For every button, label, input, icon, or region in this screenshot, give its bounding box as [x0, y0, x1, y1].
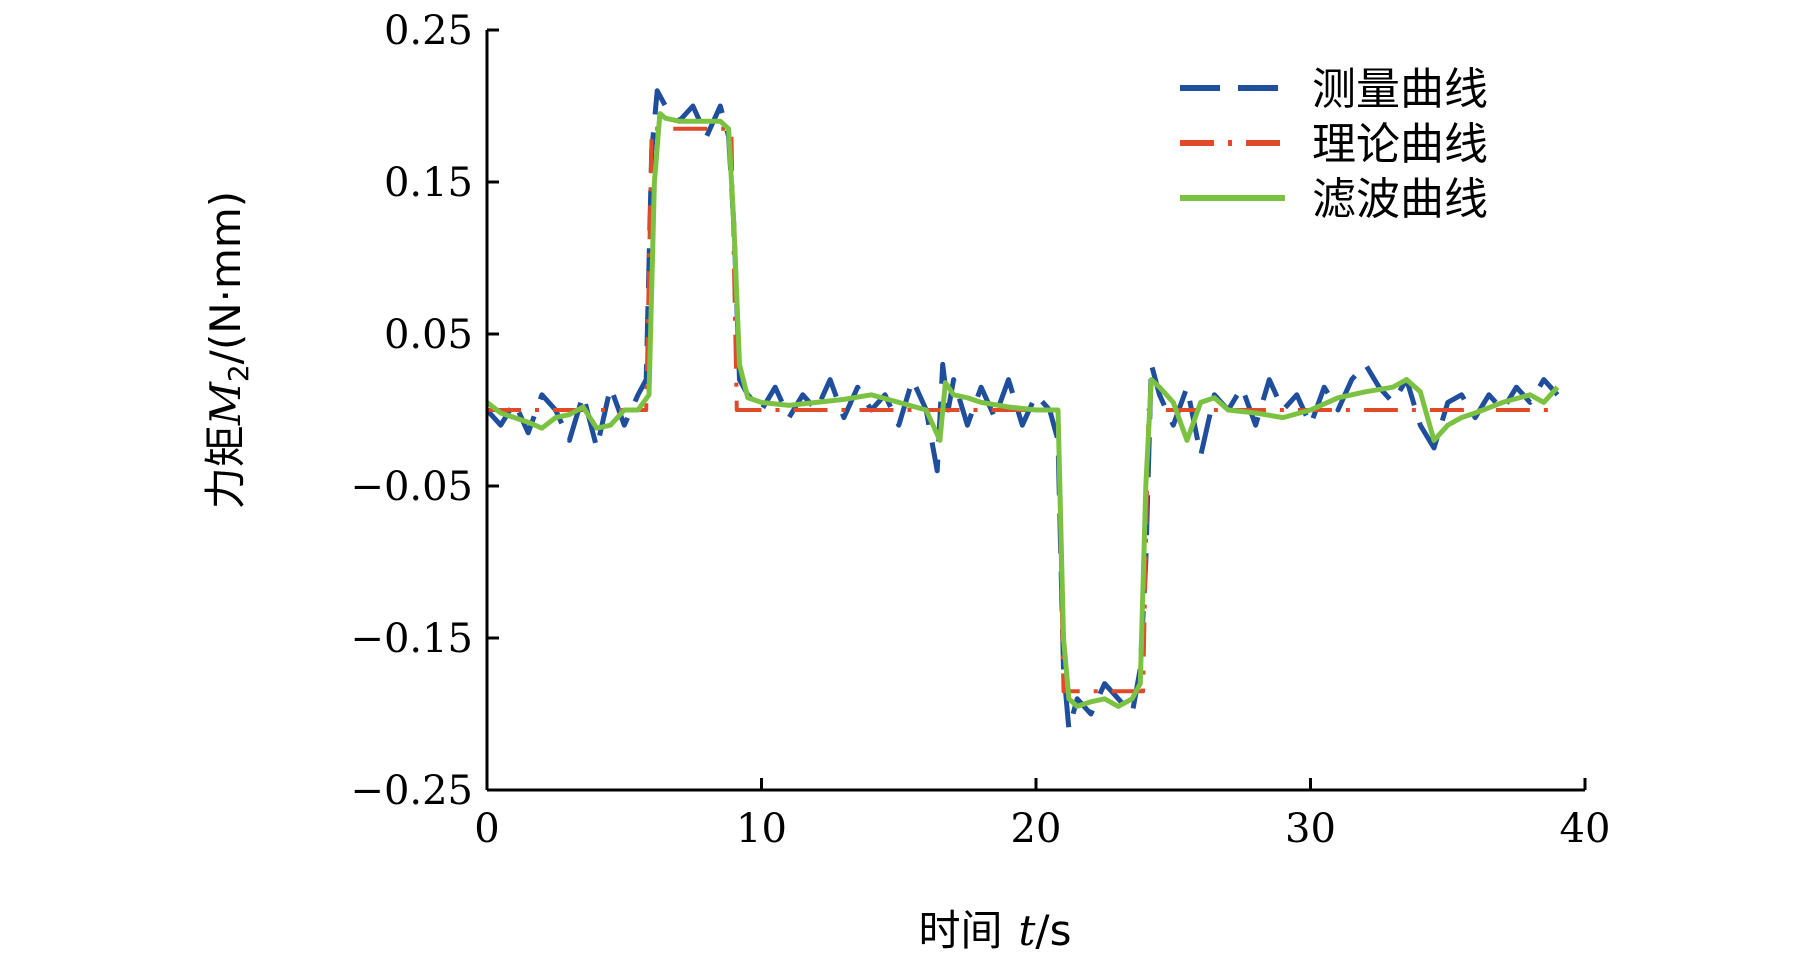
y-axis-title-variable: M: [201, 381, 250, 426]
x-axis-title-main: 时间: [919, 906, 1003, 955]
series-line-1: [485, 88, 1560, 732]
x-tick-label: 40: [1560, 806, 1611, 852]
x-axis-title-variable: t: [1019, 906, 1036, 955]
y-axis-title: 力矩M2/(N·mm): [201, 191, 255, 509]
x-axis-title: 时间 t/s: [919, 906, 1072, 955]
y-tick-label: −0.05: [350, 464, 473, 510]
y-axis-title-subscript: 2: [222, 364, 255, 382]
x-tick-label: 20: [1011, 806, 1062, 852]
x-axis-title-unit: /s: [1035, 906, 1071, 955]
x-tick-label: 0: [474, 806, 499, 852]
y-tick-label: 0.15: [384, 160, 473, 206]
legend-label-3: 滤波曲线: [1312, 174, 1488, 225]
y-axis-title-main: 力矩: [201, 425, 250, 509]
y-tick-label: −0.15: [350, 616, 473, 662]
legend-label-2: 理论曲线: [1312, 119, 1488, 170]
y-tick-label: −0.25: [350, 768, 473, 814]
series-line-3: [485, 111, 1560, 709]
y-ticks: −0.25 −0.15 −0.05 0.05 0.15 0.25: [350, 8, 499, 814]
legend-label-1: 测量曲线: [1312, 64, 1488, 115]
x-tick-label: 30: [1285, 806, 1336, 852]
x-tick-label: 10: [736, 806, 787, 852]
y-axis-title-unit: /(N·mm): [201, 191, 250, 365]
x-ticks: 0 10 20 30 40: [474, 778, 1610, 852]
y-tick-label: 0.25: [384, 8, 473, 54]
plot-series: [485, 88, 1560, 732]
y-tick-label: 0.05: [384, 312, 473, 358]
